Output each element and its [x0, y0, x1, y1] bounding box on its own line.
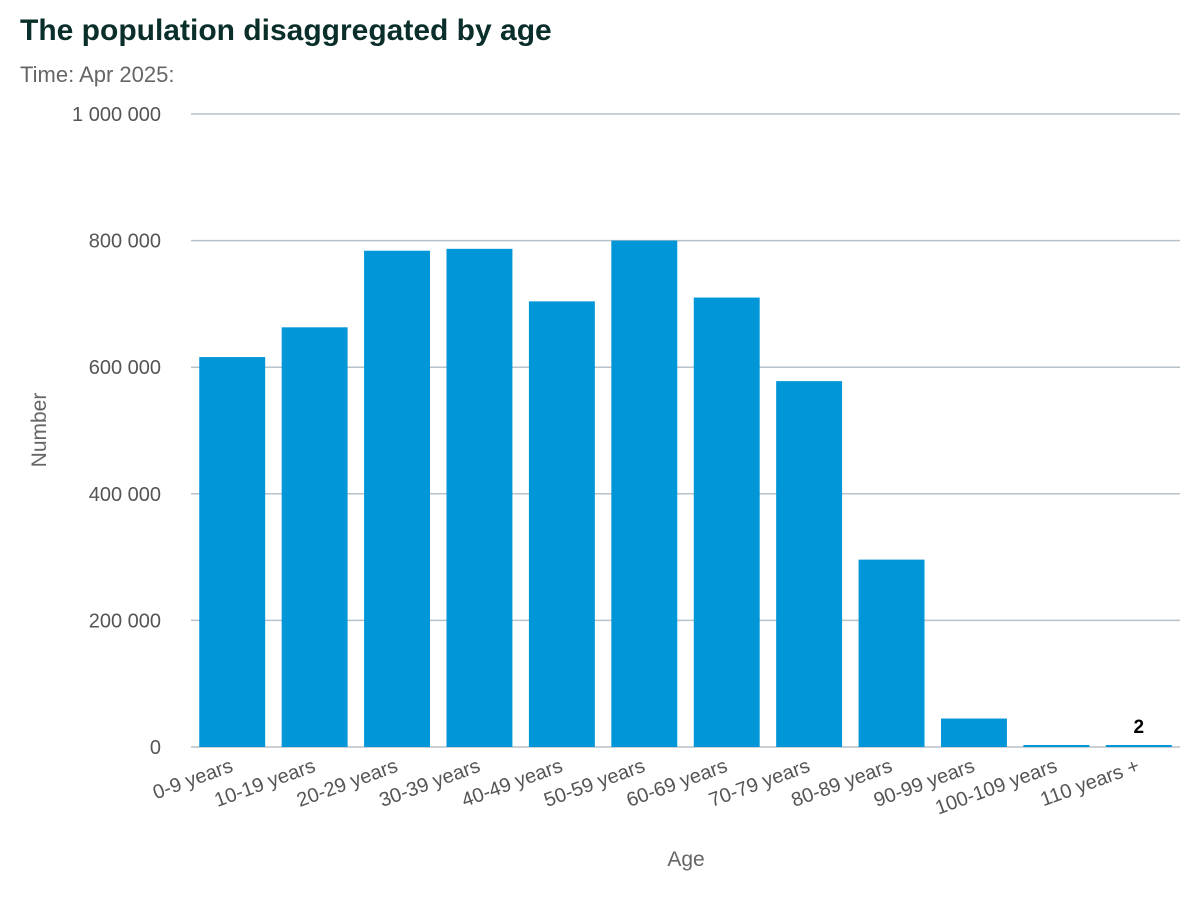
bar-40-49-years [528, 301, 595, 747]
y-axis-ticks: 0 200 000 400 000 600 000 800 000 1 000 000 [72, 104, 161, 759]
chart-title: The population disaggregated by age [20, 14, 552, 47]
y-tick-label: 0 [150, 737, 161, 759]
y-tick-label: 1 000 000 [72, 104, 161, 126]
bars [199, 240, 1172, 748]
chart-subtitle: Time: Apr 2025: [20, 62, 175, 87]
bar-110-years [1105, 745, 1172, 747]
bar-60-69-years [693, 297, 760, 747]
data-label: 2 [1134, 717, 1145, 738]
bar-50-59-years [611, 240, 678, 747]
y-axis-title: Number [28, 393, 51, 468]
bar-30-39-years [446, 248, 513, 748]
bar-70-79-years [776, 381, 843, 747]
bar-0-9-years [199, 357, 266, 747]
gridlines [191, 113, 1180, 748]
data-labels: 2 [1134, 717, 1145, 738]
y-tick-label: 800 000 [89, 231, 161, 253]
y-tick-label: 400 000 [89, 484, 161, 506]
bar-100-109-years [1023, 745, 1090, 747]
bar-80-89-years [858, 559, 925, 747]
bar-90-99-years [940, 718, 1007, 747]
bar-10-19-years [281, 327, 348, 747]
y-tick-label: 200 000 [89, 610, 161, 632]
bar-20-29-years [364, 250, 431, 747]
x-axis-title: Age [667, 848, 704, 871]
y-tick-label: 600 000 [89, 357, 161, 379]
